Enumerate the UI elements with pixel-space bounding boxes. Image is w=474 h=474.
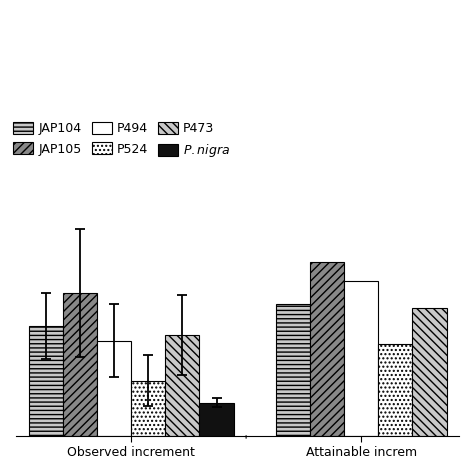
Bar <box>28 326 63 436</box>
Bar <box>200 403 234 436</box>
Bar <box>63 293 97 436</box>
Bar <box>165 335 200 436</box>
Bar <box>378 345 412 436</box>
Bar <box>344 281 378 436</box>
Legend: JAP104, JAP105, P494, P524, P473, $\it{P. nigra}$: JAP104, JAP105, P494, P524, P473, $\it{P… <box>13 122 230 159</box>
Bar <box>275 304 310 436</box>
Bar <box>412 308 447 436</box>
Bar <box>131 381 165 436</box>
Bar <box>310 262 344 436</box>
Bar <box>97 341 131 436</box>
